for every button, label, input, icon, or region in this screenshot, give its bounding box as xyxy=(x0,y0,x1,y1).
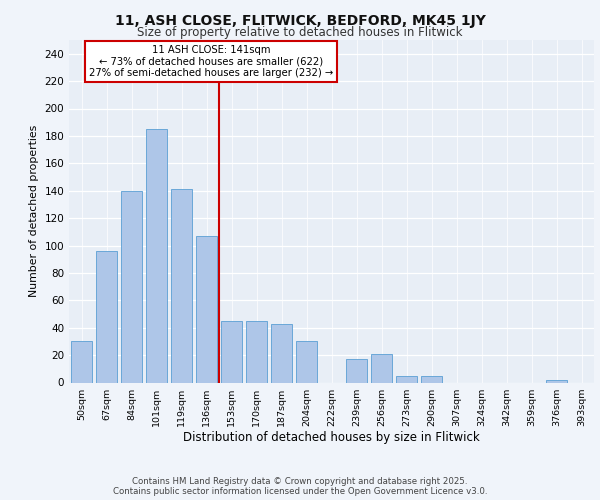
X-axis label: Distribution of detached houses by size in Flitwick: Distribution of detached houses by size … xyxy=(183,432,480,444)
Bar xyxy=(146,129,167,382)
Bar xyxy=(346,359,367,382)
Text: Contains HM Land Registry data © Crown copyright and database right 2025.
Contai: Contains HM Land Registry data © Crown c… xyxy=(113,476,487,496)
Bar xyxy=(96,251,117,382)
Text: 11, ASH CLOSE, FLITWICK, BEDFORD, MK45 1JY: 11, ASH CLOSE, FLITWICK, BEDFORD, MK45 1… xyxy=(115,14,485,28)
Bar xyxy=(546,380,567,382)
Bar xyxy=(221,321,242,382)
Bar xyxy=(171,190,192,382)
Bar xyxy=(296,342,317,382)
Bar xyxy=(371,354,392,382)
Bar xyxy=(246,321,267,382)
Bar xyxy=(396,376,417,382)
Bar xyxy=(421,376,442,382)
Bar xyxy=(271,324,292,382)
Bar xyxy=(121,190,142,382)
Text: 11 ASH CLOSE: 141sqm
← 73% of detached houses are smaller (622)
27% of semi-deta: 11 ASH CLOSE: 141sqm ← 73% of detached h… xyxy=(89,45,333,78)
Bar xyxy=(71,342,92,382)
Bar xyxy=(196,236,217,382)
Text: Size of property relative to detached houses in Flitwick: Size of property relative to detached ho… xyxy=(137,26,463,39)
Y-axis label: Number of detached properties: Number of detached properties xyxy=(29,125,39,298)
